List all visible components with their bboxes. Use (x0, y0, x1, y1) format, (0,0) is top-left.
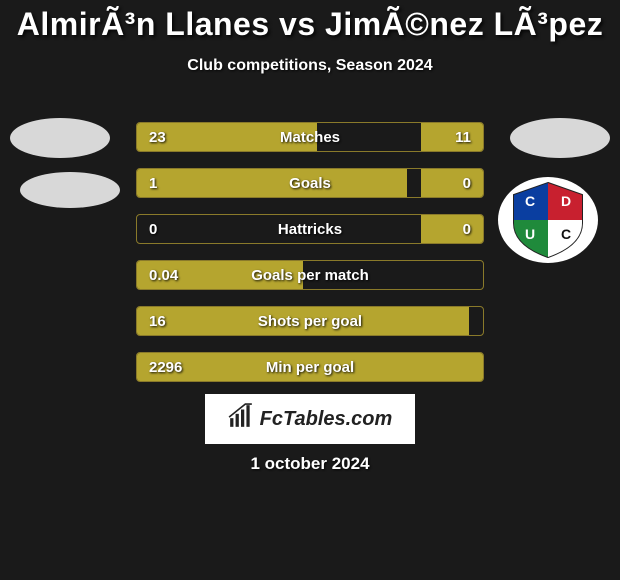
branding-badge: FcTables.com (205, 394, 415, 444)
stat-row: 16Shots per goal (136, 306, 484, 336)
stat-row: 2311Matches (136, 122, 484, 152)
page-subtitle: Club competitions, Season 2024 (0, 57, 620, 75)
chart-icon (228, 403, 260, 435)
svg-text:D: D (561, 193, 571, 209)
team-left-logo-1 (10, 118, 110, 158)
svg-text:C: C (525, 193, 535, 209)
stat-row: 0.04Goals per match (136, 260, 484, 290)
stat-label: Matches (137, 123, 483, 151)
stat-row: 10Goals (136, 168, 484, 198)
stat-label: Goals (137, 169, 483, 197)
page-title: AlmirÃ³n Llanes vs JimÃ©nez LÃ³pez (0, 0, 620, 43)
stat-label: Shots per goal (137, 307, 483, 335)
stat-label: Goals per match (137, 261, 483, 289)
stat-row: 2296Min per goal (136, 352, 484, 382)
branding-text: FcTables.com (260, 408, 393, 431)
stat-row: 00Hattricks (136, 214, 484, 244)
team-right-shield-icon: C D U C (498, 177, 598, 263)
team-right-logo-1 (510, 118, 610, 158)
stat-label: Hattricks (137, 215, 483, 243)
stat-label: Min per goal (137, 353, 483, 381)
svg-text:U: U (525, 226, 535, 242)
team-left-logo-2 (20, 172, 120, 208)
stats-panel: 2311Matches 10Goals 00Hattricks 0.04Goals p… (136, 122, 484, 398)
date-text: 1 october 2024 (0, 454, 620, 474)
svg-text:C: C (561, 226, 571, 242)
